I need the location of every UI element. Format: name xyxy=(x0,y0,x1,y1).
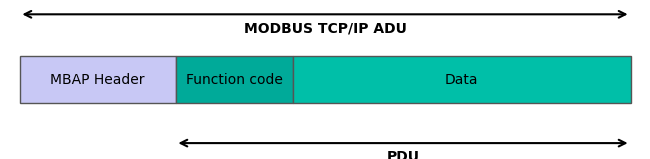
Bar xyxy=(176,56,292,103)
Text: Function code: Function code xyxy=(185,73,283,86)
Text: PDU: PDU xyxy=(387,150,419,159)
Text: MODBUS TCP/IP ADU: MODBUS TCP/IP ADU xyxy=(244,22,406,36)
Bar xyxy=(20,56,176,103)
Bar xyxy=(292,56,630,103)
Text: MBAP Header: MBAP Header xyxy=(50,73,145,86)
Text: Data: Data xyxy=(445,73,478,86)
